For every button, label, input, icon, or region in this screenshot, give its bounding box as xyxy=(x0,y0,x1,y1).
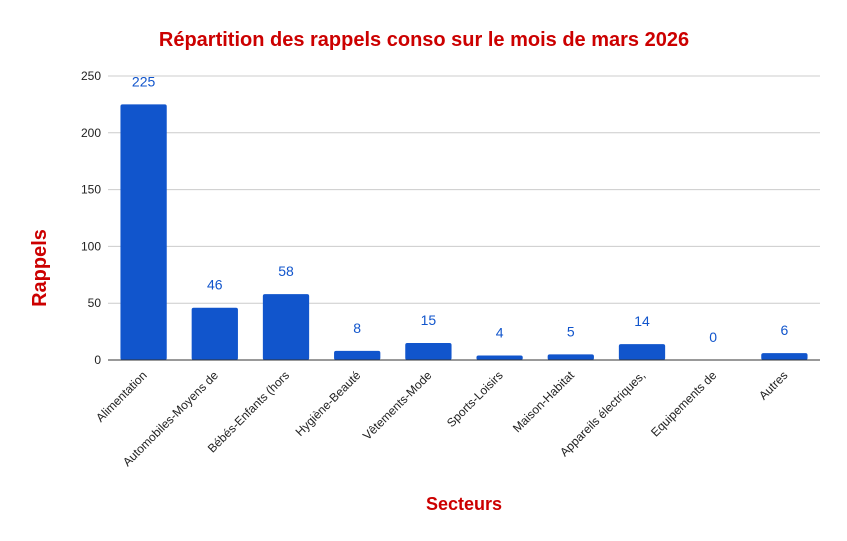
x-tick-label: Bébés-Enfants (hors xyxy=(205,368,292,455)
y-tick-label: 250 xyxy=(81,69,101,83)
bar xyxy=(405,342,452,360)
bar xyxy=(191,307,238,360)
bar xyxy=(334,350,381,360)
data-label: 225 xyxy=(132,73,156,89)
x-axis-title: Secteurs xyxy=(426,494,502,514)
y-tick-label: 100 xyxy=(81,239,101,253)
bar xyxy=(120,104,167,361)
y-axis-ticks: 0 50 100 150 200 250 xyxy=(81,69,101,367)
bars xyxy=(120,104,808,361)
y-tick-label: 200 xyxy=(81,126,101,140)
x-tick-label: Equipements de xyxy=(648,368,719,439)
data-label: 58 xyxy=(278,263,294,279)
bar xyxy=(761,353,808,360)
data-label: 8 xyxy=(353,320,361,336)
x-tick-label: Sports-Loisirs xyxy=(444,368,506,430)
data-labels: 225 46 58 8 15 4 5 14 0 6 xyxy=(132,73,789,345)
chart-title: Répartition des rappels conso sur le moi… xyxy=(159,29,689,51)
bar xyxy=(262,294,310,360)
bar xyxy=(476,355,523,360)
y-tick-label: 150 xyxy=(81,183,101,197)
data-label: 15 xyxy=(421,312,437,328)
x-tick-label: Alimentation xyxy=(93,368,150,425)
x-tick-label: Autres xyxy=(756,368,790,402)
y-tick-label: 50 xyxy=(88,296,102,310)
data-label: 5 xyxy=(567,323,575,339)
y-tick-label: 0 xyxy=(94,353,101,367)
bar xyxy=(618,344,666,360)
data-label: 0 xyxy=(709,329,717,345)
y-axis-title: Rappels xyxy=(29,229,51,307)
data-label: 6 xyxy=(781,322,789,338)
gridlines xyxy=(108,75,820,304)
data-label: 46 xyxy=(207,277,223,293)
bar xyxy=(547,354,594,360)
x-tick-label: Hygiène-Beauté xyxy=(293,368,364,439)
data-label: 14 xyxy=(634,313,650,329)
data-label: 4 xyxy=(496,324,504,340)
x-tick-label: Vêtements-Mode xyxy=(360,368,435,443)
x-tick-label: Maison-Habitat xyxy=(510,368,577,435)
